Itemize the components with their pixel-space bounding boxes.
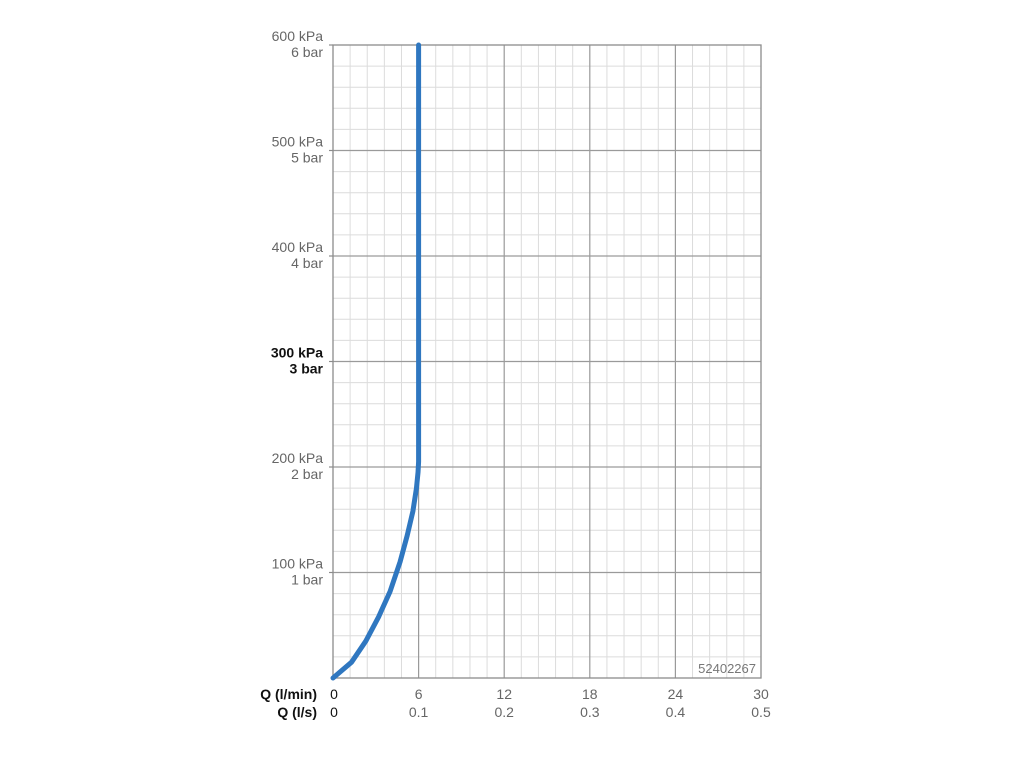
- y-tick-label-kpa: 600 kPa: [272, 28, 324, 44]
- product-id-label: 52402267: [698, 661, 756, 676]
- y-tick-label-kpa: 500 kPa: [272, 134, 324, 150]
- x-tick-label: 18: [582, 686, 598, 702]
- y-tick-label-bar: 4 bar: [291, 255, 323, 271]
- y-tick-label-bar: 2 bar: [291, 466, 323, 482]
- y-tick-label-kpa: 400 kPa: [272, 239, 324, 255]
- flow-curve-line: [330, 42, 422, 681]
- x-tick-label: 30: [753, 686, 769, 702]
- x-tick-label: 0.1: [409, 704, 429, 720]
- x-tick-label: 0: [330, 704, 338, 720]
- x-axis-title: Q (l/min): [260, 686, 317, 702]
- x-axis-title: Q (l/s): [277, 704, 317, 720]
- x-tick-label: 6: [415, 686, 423, 702]
- y-tick-label-bar: 3 bar: [290, 361, 324, 377]
- y-tick-label-kpa: 100 kPa: [272, 556, 324, 572]
- y-tick-label-bar: 1 bar: [291, 572, 323, 588]
- y-tick-label-kpa: 300 kPa: [271, 345, 323, 361]
- x-tick-label: 0.4: [666, 704, 686, 720]
- series-layer: [330, 42, 422, 681]
- plot-frame: [329, 44, 762, 679]
- x-tick-label: 12: [496, 686, 512, 702]
- x-axis-labels: Q (l/min) 0 6 12 18 24 30 Q (l/s) 0 0.1 0.2 0.3 0.4 0…: [260, 686, 771, 720]
- x-tick-label: 24: [668, 686, 684, 702]
- y-tick-label-bar: 6 bar: [291, 44, 323, 60]
- y-tick-label-bar: 5 bar: [291, 150, 323, 166]
- x-tick-label: 0.2: [494, 704, 514, 720]
- x-tick-label: 0: [330, 686, 338, 702]
- major-grid: [333, 45, 761, 678]
- x-tick-label: 0.3: [580, 704, 600, 720]
- x-tick-label: 0.5: [751, 704, 771, 720]
- y-tick-label-kpa: 200 kPa: [272, 450, 324, 466]
